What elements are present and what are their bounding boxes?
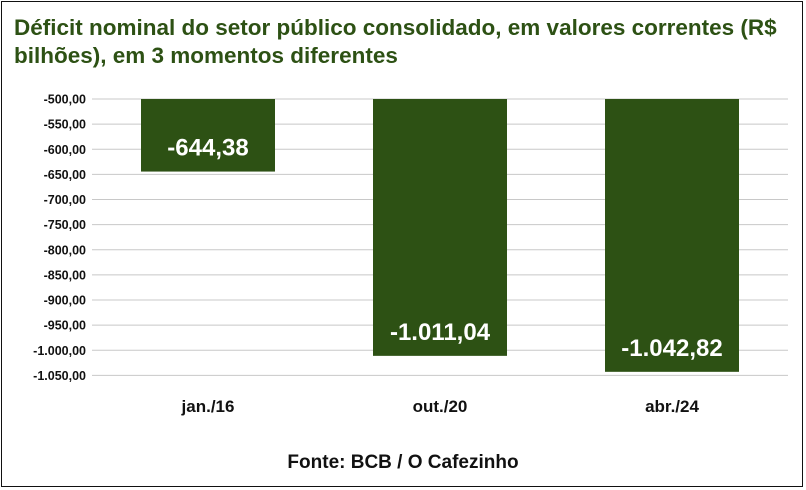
bar bbox=[373, 99, 507, 356]
y-tick-label: -1.050,00 bbox=[33, 369, 86, 383]
x-category-label: out./20 bbox=[413, 397, 468, 416]
y-tick-label: -1.000,00 bbox=[33, 344, 86, 358]
x-category-label: jan./16 bbox=[181, 397, 235, 416]
x-axis: jan./16 out./20 abr./24 bbox=[181, 397, 700, 416]
y-tick-label: -500,00 bbox=[44, 93, 86, 107]
y-tick-label: -750,00 bbox=[44, 218, 86, 232]
x-category-label: abr./24 bbox=[645, 397, 699, 416]
bar bbox=[605, 99, 739, 372]
y-axis: -500,00 -550,00 -600,00 -650,00 -700,00 -750,… bbox=[33, 93, 86, 383]
bar bbox=[141, 99, 275, 172]
y-tick-label: -600,00 bbox=[44, 143, 86, 157]
y-tick-label: -550,00 bbox=[44, 118, 86, 132]
source-note: Fonte: BCB / O Cafezinho bbox=[287, 452, 519, 473]
data-label: -1.042,82 bbox=[621, 335, 722, 362]
y-tick-label: -650,00 bbox=[44, 168, 86, 182]
y-tick-label: -900,00 bbox=[44, 294, 86, 308]
data-label: -644,38 bbox=[167, 135, 248, 162]
y-tick-label: -800,00 bbox=[44, 243, 86, 257]
bars: -644,38 -1.011,04 -1.042,82 bbox=[141, 99, 739, 372]
chart-title: Déficit nominal do setor público consoli… bbox=[14, 15, 777, 68]
y-tick-label: -950,00 bbox=[44, 319, 86, 333]
y-tick-label: -700,00 bbox=[44, 193, 86, 207]
data-label: -1.011,04 bbox=[390, 319, 491, 346]
y-tick-label: -850,00 bbox=[44, 268, 86, 282]
